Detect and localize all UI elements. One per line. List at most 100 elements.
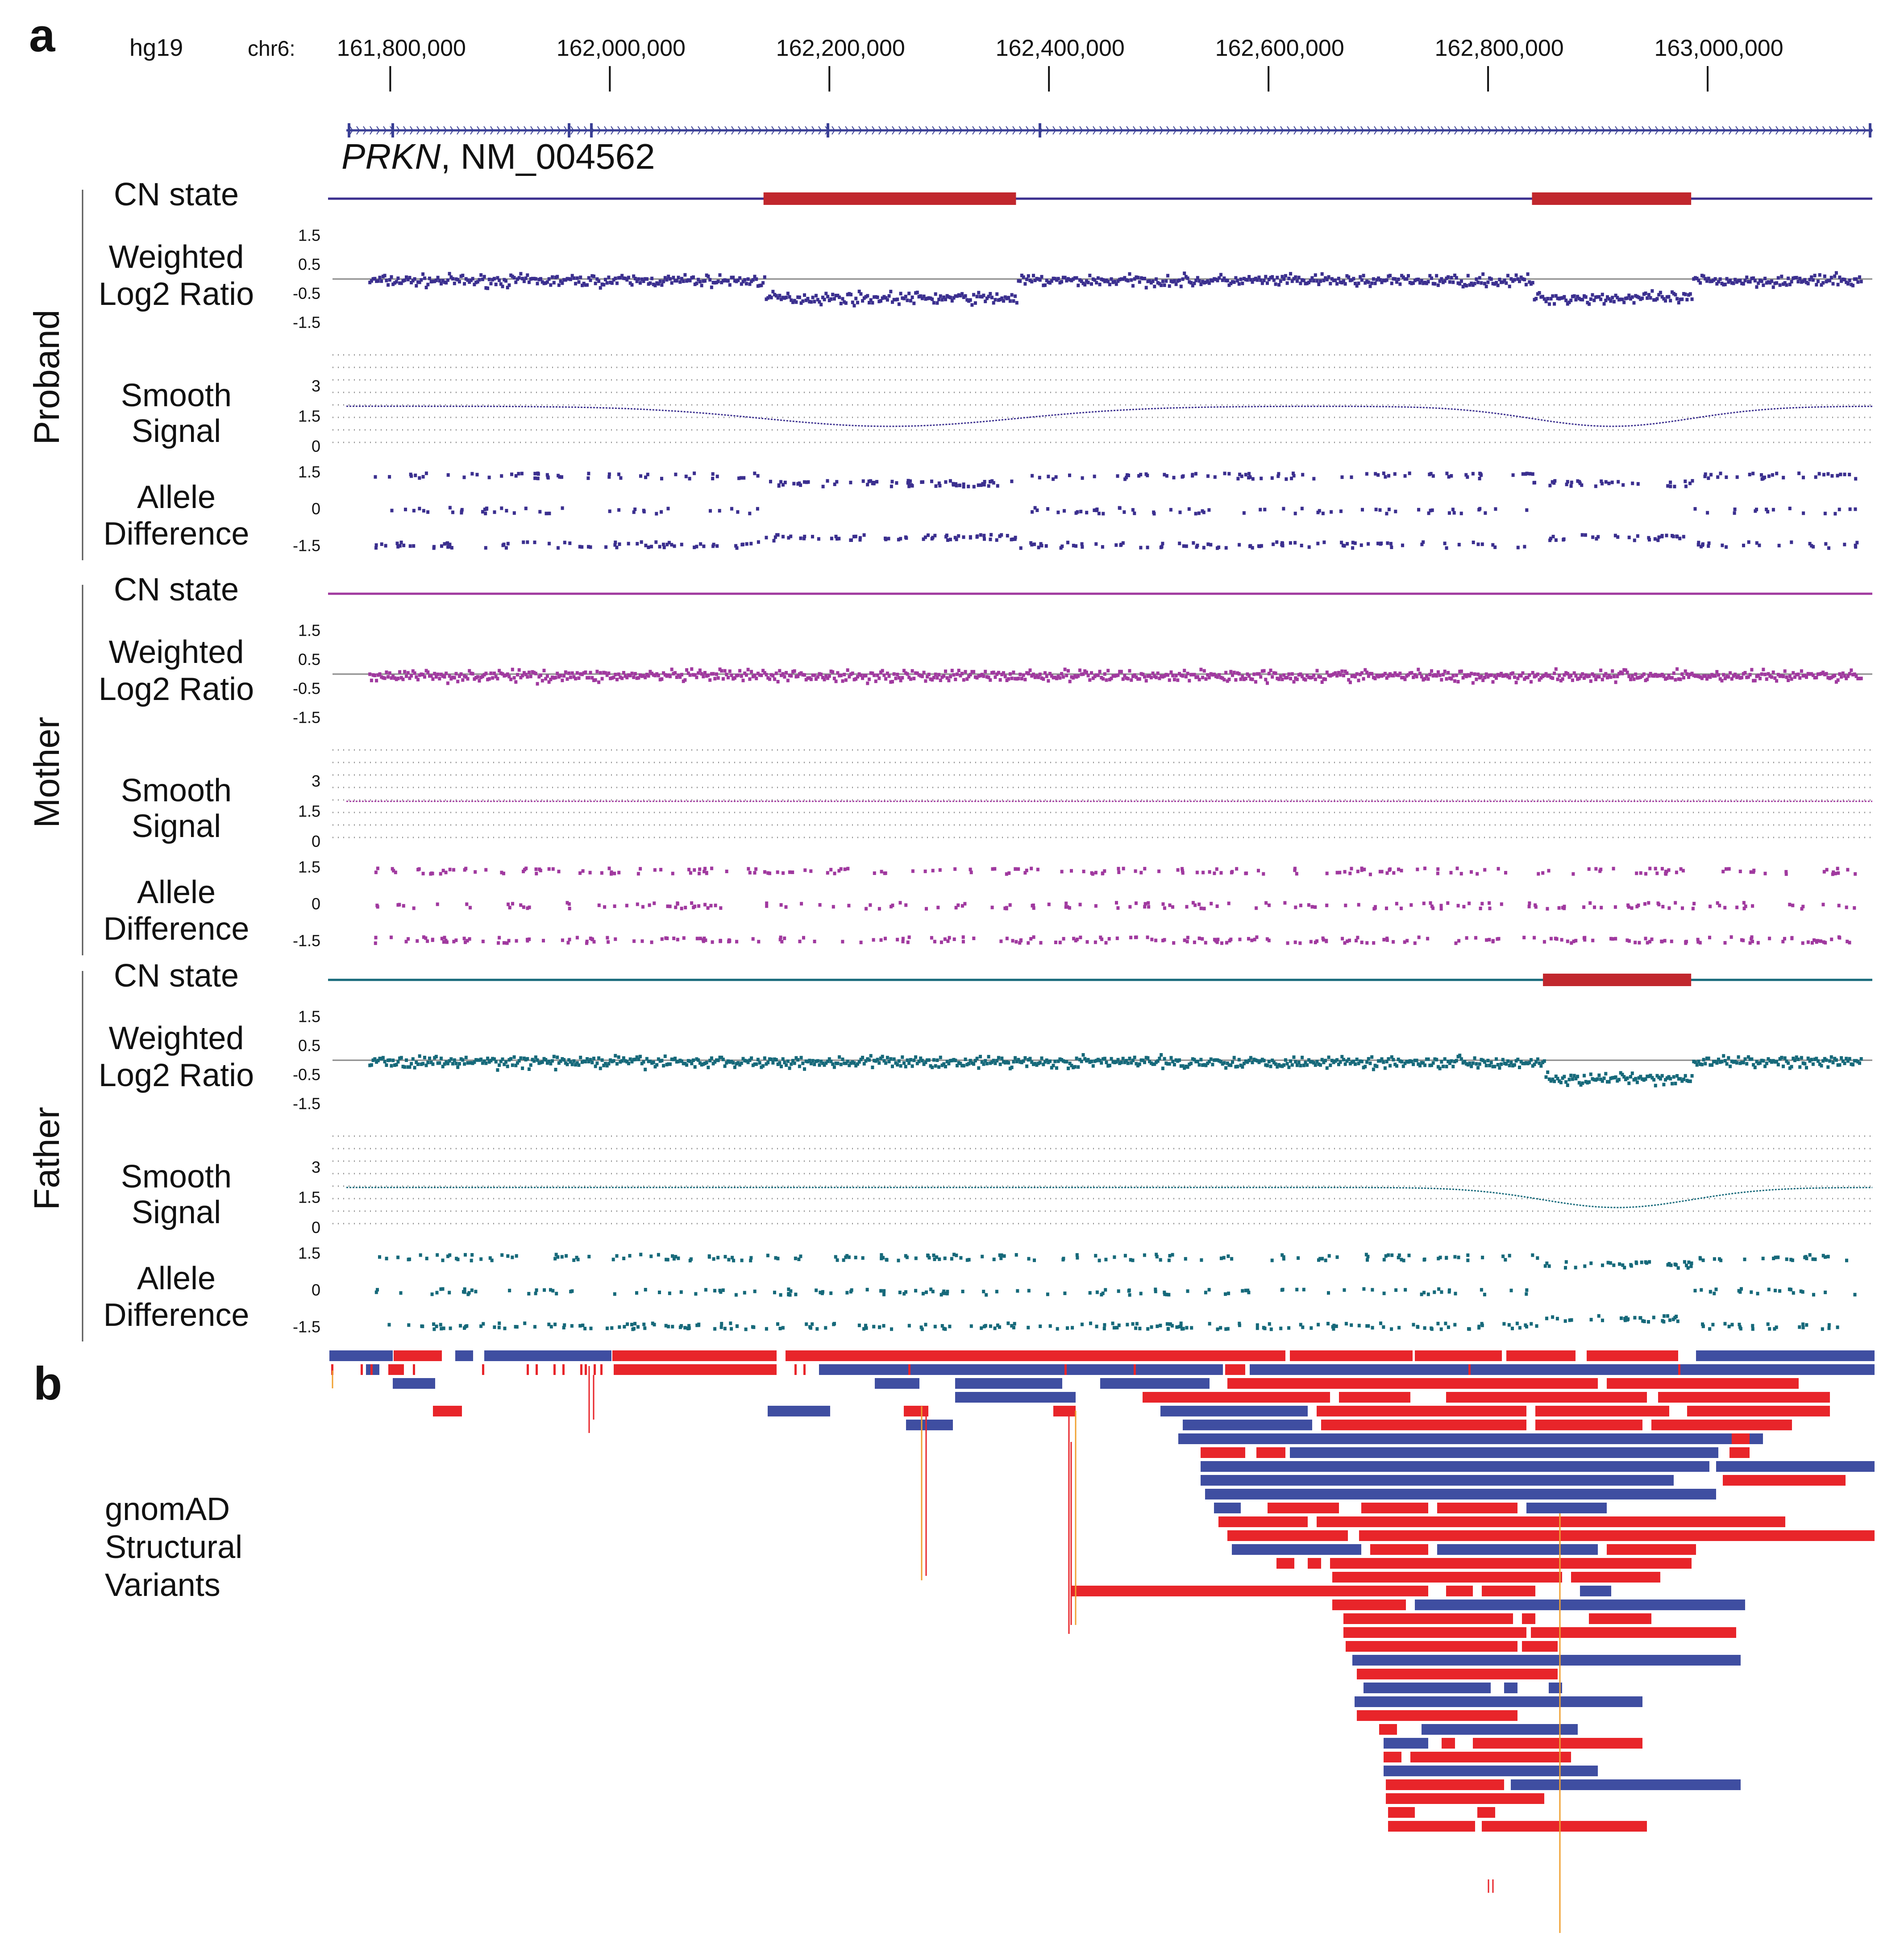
- gene-intron-arrow: [1280, 126, 1284, 135]
- gene-intron-arrow: [838, 126, 842, 135]
- track-label: Signal: [132, 413, 221, 449]
- gene-intron-arrow: [1019, 126, 1023, 135]
- gene-intron-arrow: [718, 126, 722, 135]
- track-label: CN state: [114, 177, 239, 212]
- gene-intron-arrow: [1086, 126, 1090, 135]
- gene-intron-arrow: [945, 126, 949, 135]
- gene-intron-arrow: [811, 126, 815, 135]
- gene-intron-arrow: [664, 126, 668, 135]
- allele-y-label: 0: [312, 895, 320, 913]
- gene-intron-arrow: [557, 126, 561, 135]
- sv-mark: [536, 1364, 538, 1375]
- genomic-axis: 161,800,000 162,000,000 162,200,000 162,400…: [337, 35, 1783, 92]
- sv-bar: [1589, 1613, 1651, 1624]
- gene-intron-arrow: [1856, 126, 1860, 135]
- sv-bar: [1437, 1544, 1598, 1555]
- sv-mark: [1134, 1364, 1136, 1375]
- track-label: Allele: [137, 479, 216, 515]
- gene-intron-arrow: [1796, 126, 1800, 135]
- gene-intron-arrow: [517, 126, 521, 135]
- sv-bar: [1422, 1724, 1578, 1735]
- gene-intron-arrow: [437, 126, 441, 135]
- allele-y-label: -1.5: [293, 1318, 320, 1336]
- gene-intron-arrow: [1186, 126, 1190, 135]
- gene-intron-arrow: [751, 126, 755, 135]
- gene-intron-arrow: [1119, 126, 1123, 135]
- gene-intron-arrow: [490, 126, 494, 135]
- sv-bar: [1227, 1378, 1598, 1389]
- gene-intron-arrow: [1073, 126, 1077, 135]
- gene-intron-arrow: [711, 126, 715, 135]
- track-label: Smooth: [121, 773, 232, 808]
- gene-intron-arrow: [611, 126, 615, 135]
- gene-intron-arrow: [1722, 126, 1726, 135]
- smooth-y-label: 0: [312, 832, 320, 850]
- sv-bar: [1290, 1350, 1413, 1361]
- cn-deletion-segment: [1543, 974, 1692, 986]
- track-label: Log2 Ratio: [99, 671, 254, 707]
- sv-bar: [1531, 1627, 1736, 1638]
- gene-intron-arrow: [1367, 126, 1371, 135]
- gene-intron-arrow: [1401, 126, 1405, 135]
- track-label: Log2 Ratio: [99, 276, 254, 312]
- gene-intron-arrow: [878, 126, 882, 135]
- sv-bar: [1526, 1503, 1607, 1513]
- gene-intron-arrow: [530, 126, 534, 135]
- sv-mark: [594, 1364, 596, 1375]
- gene-intron-arrow: [1146, 126, 1150, 135]
- sv-bar: [1511, 1779, 1741, 1790]
- gene-intron-arrow: [845, 126, 849, 135]
- gene-intron-arrow: [1320, 126, 1324, 135]
- gene-intron-arrow: [1012, 126, 1016, 135]
- gene-intron-arrow: [939, 126, 943, 135]
- gene-intron-arrow: [1052, 126, 1056, 135]
- axis-tick-label: 162,800,000: [1435, 35, 1564, 61]
- sv-bar: [1384, 1766, 1598, 1776]
- sv-bar: [1100, 1378, 1210, 1389]
- gene-intron-arrow: [1226, 126, 1231, 135]
- sv-bar: [1415, 1599, 1745, 1610]
- gene-intron-arrow: [1293, 126, 1297, 135]
- gene-intron-arrow: [1260, 126, 1264, 135]
- gene-intron-arrow: [778, 126, 782, 135]
- sv-bar: [1388, 1821, 1475, 1832]
- gene-intron-arrow: [1407, 126, 1411, 135]
- sv-bar: [484, 1350, 611, 1361]
- sv-bar: [1355, 1696, 1642, 1707]
- gene-intron-arrow: [1615, 126, 1619, 135]
- gene-intron-arrow: [1642, 126, 1646, 135]
- sv-bar: [1160, 1406, 1308, 1416]
- gene-intron-arrow: [1066, 126, 1070, 135]
- sv-mark: [580, 1364, 582, 1375]
- log2-y-label: 0.5: [298, 255, 320, 274]
- sv-bar: [1308, 1558, 1321, 1569]
- gene-intron-arrow: [925, 126, 929, 135]
- gene-label: PRKN, NM_004562: [341, 137, 655, 176]
- sv-bar: [455, 1350, 473, 1361]
- gene-intron-arrow: [731, 126, 735, 135]
- sv-mark: [803, 1364, 806, 1375]
- gene-intron-arrow: [423, 126, 427, 135]
- gene-intron-arrow: [1059, 126, 1063, 135]
- gene-intron-arrow: [892, 126, 896, 135]
- gene-intron-arrow: [744, 126, 748, 135]
- panel-label-b: b: [33, 1358, 62, 1410]
- sv-bar: [1364, 1683, 1491, 1693]
- gene-intron-arrow: [1287, 126, 1291, 135]
- smooth-grid: [333, 749, 1872, 838]
- gene-intron-arrow: [858, 126, 862, 135]
- sv-bar: [1214, 1503, 1241, 1513]
- gene-intron-arrow: [1675, 126, 1679, 135]
- sv-bar: [768, 1406, 830, 1416]
- gene-intron-arrow: [1508, 126, 1512, 135]
- gene-intron-arrow: [1735, 126, 1739, 135]
- gene-intron-arrow: [1414, 126, 1418, 135]
- gene-intron-arrow: [965, 126, 969, 135]
- gene-intron-arrow: [1842, 126, 1846, 135]
- gene-intron-arrow: [972, 126, 976, 135]
- gene-intron-arrow: [1173, 126, 1177, 135]
- gene-intron-arrow: [1668, 126, 1672, 135]
- sv-bar: [1346, 1641, 1517, 1652]
- gene-intron-arrow: [483, 126, 487, 135]
- gene-intron-arrow: [1006, 126, 1010, 135]
